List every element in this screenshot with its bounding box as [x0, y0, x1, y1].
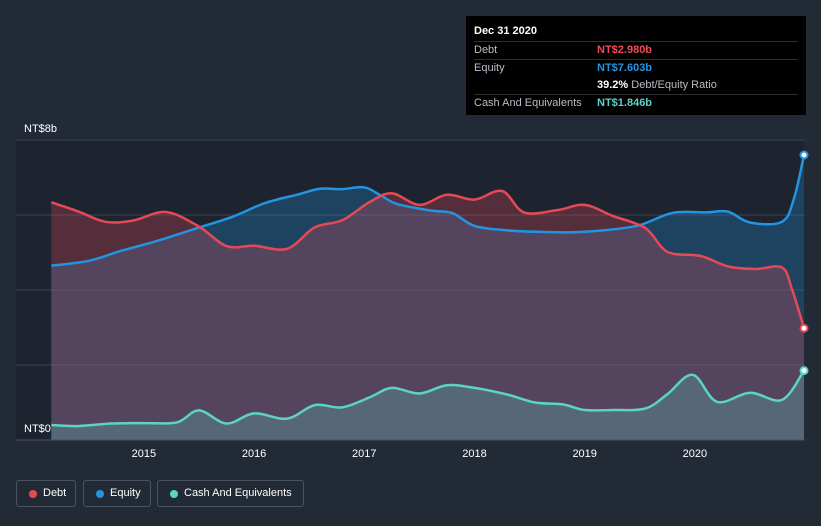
- tooltip-cash-row: Cash And Equivalents NT$1.846b: [474, 94, 798, 112]
- y-tick-label: NT$8b: [24, 123, 57, 135]
- tooltip-equity-row: Equity NT$7.603b: [474, 59, 798, 77]
- tooltip-debt-label: Debt: [474, 44, 498, 56]
- x-tick-label: 2015: [132, 448, 156, 460]
- cash-dot-icon: [170, 490, 178, 498]
- tooltip-equity-value: NT$7.603b: [597, 62, 653, 74]
- x-tick-label: 2019: [572, 448, 596, 460]
- tooltip-ratio: 39.2% Debt/Equity Ratio: [597, 77, 717, 94]
- equity-end-marker: [799, 150, 809, 160]
- debt-line: [50, 189, 806, 329]
- tooltip-ratio-value: 39.2%: [597, 79, 629, 91]
- equity-line: [51, 154, 806, 267]
- cash-line: [51, 369, 806, 428]
- tooltip-cash-label: Cash And Equivalents: [474, 97, 582, 109]
- debt-dot-icon: [29, 490, 37, 498]
- x-tick-label: 2017: [352, 448, 376, 460]
- tooltip-debt-row: Debt NT$2.980b: [474, 41, 798, 59]
- x-tick-label: 2018: [462, 448, 486, 460]
- tooltip-ratio-row: 39.2% Debt/Equity Ratio: [474, 77, 798, 94]
- tooltip-ratio-label: Debt/Equity Ratio: [631, 79, 717, 91]
- tooltip-cash-value: NT$1.846b: [597, 97, 653, 109]
- x-tick-label: 2020: [683, 448, 707, 460]
- tooltip-panel: Dec 31 2020 Debt NT$2.980b Equity NT$7.6…: [466, 16, 806, 115]
- legend-item-equity[interactable]: Equity: [83, 480, 151, 507]
- x-tick-label: 2016: [242, 448, 266, 460]
- legend-cash-label: Cash And Equivalents: [184, 487, 292, 499]
- equity-dot-icon: [96, 490, 104, 498]
- legend-item-cash[interactable]: Cash And Equivalents: [157, 480, 304, 507]
- tooltip-equity-label: Equity: [474, 62, 505, 74]
- y-tick-label: NT$0: [24, 423, 51, 435]
- equity-area: [51, 155, 805, 440]
- cash-end-marker: [799, 366, 809, 376]
- legend-equity-label: Equity: [110, 487, 141, 499]
- debt-area: [51, 190, 805, 440]
- cash-area: [51, 370, 805, 440]
- debt-end-marker: [799, 323, 809, 333]
- tooltip-date: Dec 31 2020: [474, 25, 537, 37]
- legend-item-debt[interactable]: Debt: [16, 480, 76, 507]
- legend-debt-label: Debt: [43, 487, 67, 499]
- tooltip-debt-value: NT$2.980b: [597, 44, 653, 56]
